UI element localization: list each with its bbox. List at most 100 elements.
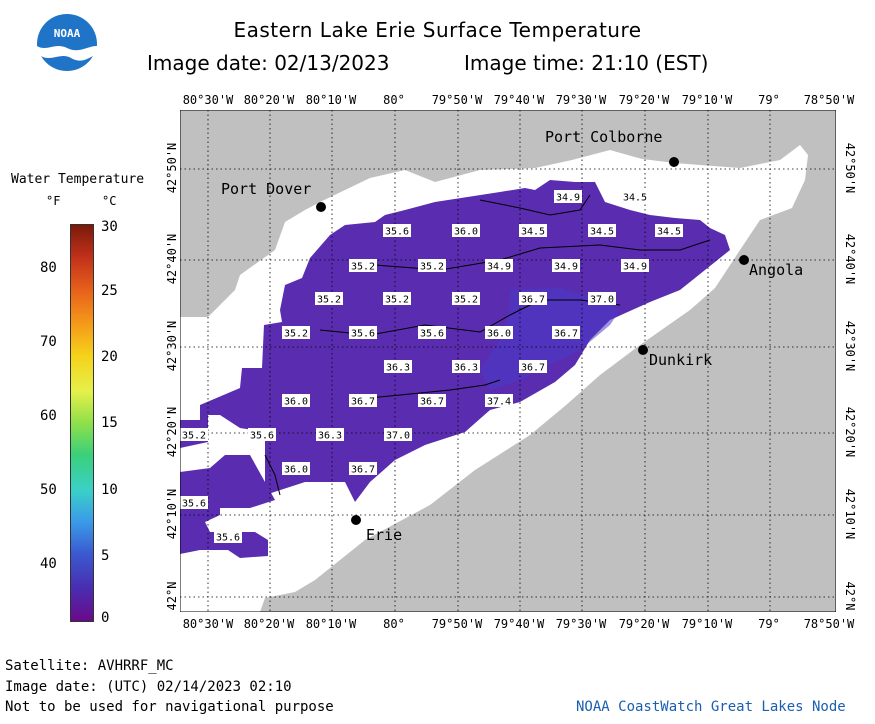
temp-value-text: 35.2 xyxy=(284,329,308,340)
temp-value-label: 34.5 xyxy=(588,224,616,238)
legend-c-tick: 30 xyxy=(101,219,118,235)
legend-f-tick: 80 xyxy=(40,260,57,276)
legend-c-tick: 0 xyxy=(101,610,110,626)
lon-label-bottom: 80° xyxy=(383,617,405,631)
temp-value-text: 36.3 xyxy=(386,363,410,374)
legend-unit-c: °C xyxy=(102,194,117,208)
temperature-map: 34.9 34.5 35.6 36.0 34.5 34.5 34.5 35.2 35.2 34.9… xyxy=(180,110,836,612)
temp-value-label: 35.2 xyxy=(418,259,446,273)
lon-label-top: 79°50'W xyxy=(431,93,483,107)
lat-label-left: 42°20'N xyxy=(165,406,179,458)
temp-value-text: 35.2 xyxy=(454,295,478,306)
legend-f-tick: 50 xyxy=(40,482,57,498)
temp-value-label: 37.0 xyxy=(588,292,616,306)
port-colborne-marker xyxy=(669,157,679,167)
port-dover-marker xyxy=(316,202,326,212)
footer-satellite: Satellite: AVHRRF_MC xyxy=(5,658,174,674)
temp-value-label: 35.6 xyxy=(383,224,411,238)
legend-c-tick: 5 xyxy=(101,548,110,564)
dunkirk-marker xyxy=(638,345,648,355)
city-label-port-colborne: Port Colborne xyxy=(545,128,663,146)
temp-value-text: 36.3 xyxy=(454,363,478,374)
city-label-dunkirk: Dunkirk xyxy=(649,351,713,369)
page-title: Eastern Lake Erie Surface Temperature xyxy=(233,18,642,42)
temp-value-label: 35.6 xyxy=(180,496,208,510)
temp-value-text: 34.5 xyxy=(521,227,545,238)
temp-value-text: 36.0 xyxy=(284,465,308,476)
temp-value-text: 35.2 xyxy=(385,295,409,306)
lat-label-right: 42°N xyxy=(843,581,857,611)
lon-label-top: 79°40'W xyxy=(493,93,545,107)
temp-value-text: 37.4 xyxy=(487,397,511,408)
temp-value-label: 34.9 xyxy=(554,190,582,204)
lat-label-left: 42°N xyxy=(165,581,179,611)
legend-title: Water Temperature xyxy=(11,172,145,187)
lon-label-top: 80°20'W xyxy=(243,93,295,107)
lon-label-bottom: 79°40'W xyxy=(493,617,545,631)
legend-f-tick: 60 xyxy=(40,408,57,424)
temp-value-text: 34.5 xyxy=(657,227,681,238)
legend-c-tick: 25 xyxy=(101,283,118,299)
temp-value-label: 36.7 xyxy=(552,326,580,340)
temp-value-label: 36.7 xyxy=(349,462,377,476)
temp-value-text: 35.6 xyxy=(182,499,206,510)
temperature-labels: 34.9 34.5 35.6 36.0 34.5 34.5 34.5 35.2 35.2 34.9… xyxy=(180,190,683,544)
noaa-logo: NOAA xyxy=(35,12,99,76)
temp-value-label: 35.6 xyxy=(248,428,276,442)
lon-label-top: 80°30'W xyxy=(182,93,234,107)
temp-value-text: 35.6 xyxy=(385,227,409,238)
city-markers xyxy=(316,157,749,525)
temp-value-label: 36.3 xyxy=(384,360,412,374)
temp-value-text: 34.9 xyxy=(487,262,511,273)
temp-value-label: 36.0 xyxy=(282,394,310,408)
lon-label-bottom: 80°10'W xyxy=(305,617,357,631)
angola-marker xyxy=(739,255,749,265)
city-label-erie: Erie xyxy=(366,526,403,544)
lat-label-left: 42°40'N xyxy=(165,233,179,285)
lon-label-bottom: 79°50'W xyxy=(431,617,483,631)
temp-value-label: 35.2 xyxy=(180,428,208,442)
temp-value-label: 36.7 xyxy=(519,360,547,374)
lon-label-top: 79°20'W xyxy=(618,93,670,107)
lon-label-top: 80°10'W xyxy=(305,93,357,107)
lat-label-right: 42°20'N xyxy=(843,406,857,458)
temp-value-label: 35.2 xyxy=(383,292,411,306)
city-label-angola: Angola xyxy=(749,261,804,279)
temp-value-text: 34.9 xyxy=(623,262,647,273)
erie-marker xyxy=(351,515,361,525)
lon-label-bottom: 80°30'W xyxy=(182,617,234,631)
temp-value-text: 36.7 xyxy=(420,397,444,408)
temperature-blue-core xyxy=(480,288,620,390)
temp-value-text: 35.2 xyxy=(351,262,375,273)
lon-label-bottom: 80°20'W xyxy=(243,617,295,631)
legend-c-tick: 10 xyxy=(101,482,118,498)
image-time: Image time: 21:10 (EST) xyxy=(464,51,709,75)
temp-value-label: 35.2 xyxy=(349,259,377,273)
temp-value-label: 36.0 xyxy=(452,224,480,238)
temp-value-label: 36.7 xyxy=(519,292,547,306)
temp-value-text: 36.0 xyxy=(454,227,478,238)
temp-value-label: 35.6 xyxy=(214,530,242,544)
city-label-port-dover: Port Dover xyxy=(221,180,312,198)
lat-label-left: 42°30'N xyxy=(165,320,179,372)
logo-text: NOAA xyxy=(54,27,81,40)
temp-value-text: 36.0 xyxy=(284,397,308,408)
temp-value-label: 36.7 xyxy=(349,394,377,408)
temp-value-label: 37.0 xyxy=(384,428,412,442)
legend-unit-f: °F xyxy=(46,194,61,208)
temp-value-label: 37.4 xyxy=(485,394,513,408)
legend-colorbar xyxy=(70,224,94,622)
temp-value-label: 35.2 xyxy=(282,326,310,340)
lon-label-bottom: 79°20'W xyxy=(618,617,670,631)
temp-value-text: 36.7 xyxy=(521,363,545,374)
temp-value-text: 34.5 xyxy=(623,193,647,204)
temp-value-text: 34.9 xyxy=(556,193,580,204)
temp-value-text: 35.6 xyxy=(216,533,240,544)
lat-label-right: 42°40'N xyxy=(843,233,857,285)
legend-c-tick: 15 xyxy=(101,415,118,431)
temp-value-label: 35.6 xyxy=(418,326,446,340)
temp-value-label: 36.3 xyxy=(452,360,480,374)
temp-value-label: 34.9 xyxy=(621,259,649,273)
temp-value-text: 36.7 xyxy=(351,465,375,476)
lon-label-top: 79° xyxy=(758,93,780,107)
